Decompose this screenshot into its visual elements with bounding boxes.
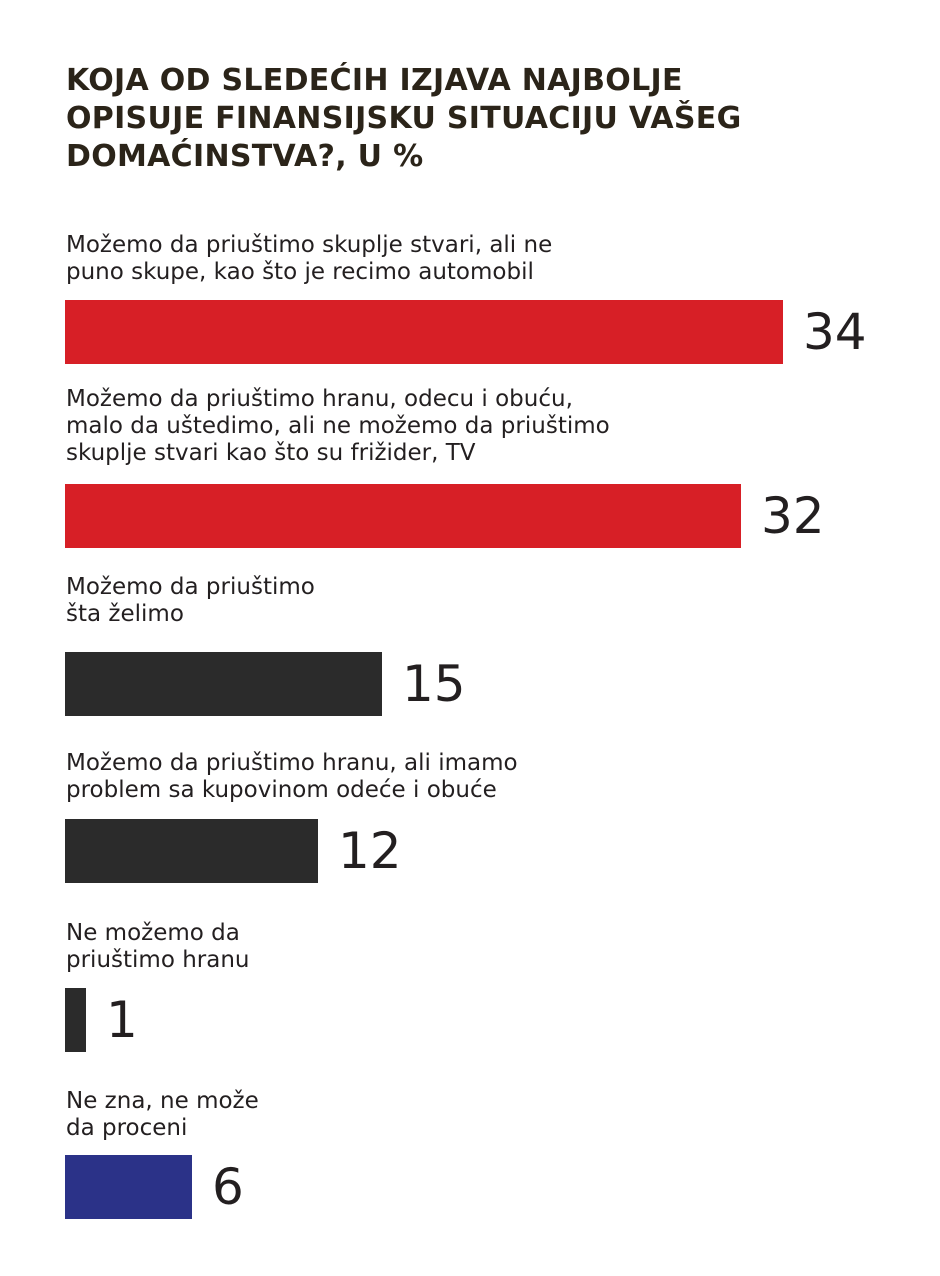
bar xyxy=(65,652,382,716)
bar xyxy=(65,988,86,1052)
category-label: Ne možemo da priuštimo hranu xyxy=(66,920,250,973)
value-label: 12 xyxy=(338,822,402,880)
value-label: 15 xyxy=(402,655,466,713)
bar xyxy=(65,484,741,548)
value-label: 1 xyxy=(106,991,138,1049)
category-label: Možemo da priuštimo hranu, ali imamo pro… xyxy=(66,750,518,803)
category-label: Ne zna, ne može da proceni xyxy=(66,1088,259,1141)
category-label: Možemo da priuštimo hranu, odecu i obuću… xyxy=(66,386,610,466)
bar xyxy=(65,819,318,883)
bar xyxy=(65,1155,192,1219)
category-label: Možemo da priuštimo skuplje stvari, ali … xyxy=(66,232,553,285)
value-label: 32 xyxy=(761,487,825,545)
chart-title: KOJA OD SLEDEĆIH IZJAVA NAJBOLJE OPISUJE… xyxy=(66,63,742,174)
category-label: Možemo da priuštimo šta želimo xyxy=(66,574,315,627)
bar xyxy=(65,300,783,364)
value-label: 6 xyxy=(212,1158,244,1216)
value-label: 34 xyxy=(803,303,867,361)
